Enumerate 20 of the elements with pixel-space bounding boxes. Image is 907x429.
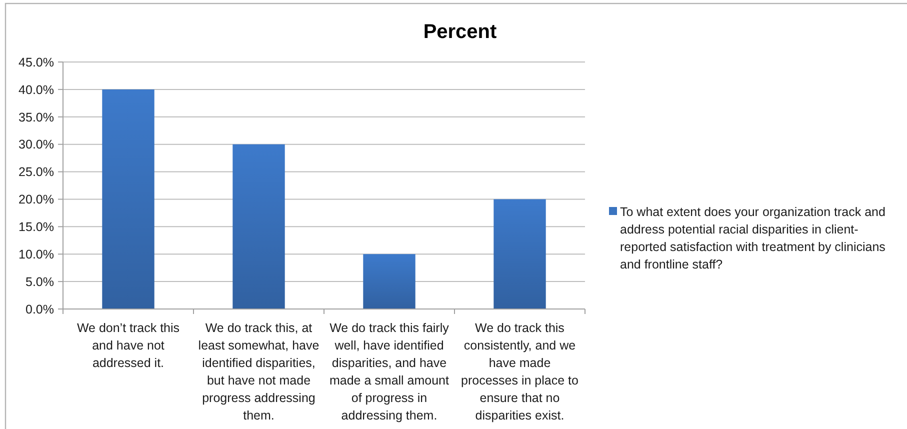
y-tick-label: 30.0% [18, 138, 54, 152]
y-tick-label: 40.0% [18, 82, 54, 97]
x-tick-label: We do track this, at least somewhat, have identified disparities, but have not made progress addressing them. [198, 321, 320, 422]
y-tick-label: 45.0% [18, 55, 54, 70]
bar [232, 144, 285, 309]
bar [494, 199, 546, 309]
x-tick-label: We don’t track this and have not addressed it. [76, 321, 180, 370]
y-tick-label: 25.0% [18, 165, 54, 180]
bar [363, 254, 416, 309]
y-tick-label: 20.0% [18, 192, 54, 207]
y-tick-label: 35.0% [18, 110, 54, 124]
legend-label: To what extent does your organization track and address potential racial disparities in client-reported satisfaction with treatment by clinicians and frontline staff? [620, 205, 886, 272]
y-tick-label: 15.0% [18, 220, 54, 234]
chart-title: Percent [423, 21, 498, 43]
y-tick-label: 10.0% [18, 247, 54, 262]
y-tick-label: 5.0% [26, 274, 54, 289]
x-tick-label: We do track this consistently, and we have made processes in place to ensure that no disparities exist. [461, 321, 579, 422]
x-tick-label: We do track this fairly well, have identified disparities, and have made a small amount of progress in addressing them. [329, 321, 450, 422]
bar [102, 89, 154, 309]
y-tick-label: 0.0% [26, 302, 54, 316]
